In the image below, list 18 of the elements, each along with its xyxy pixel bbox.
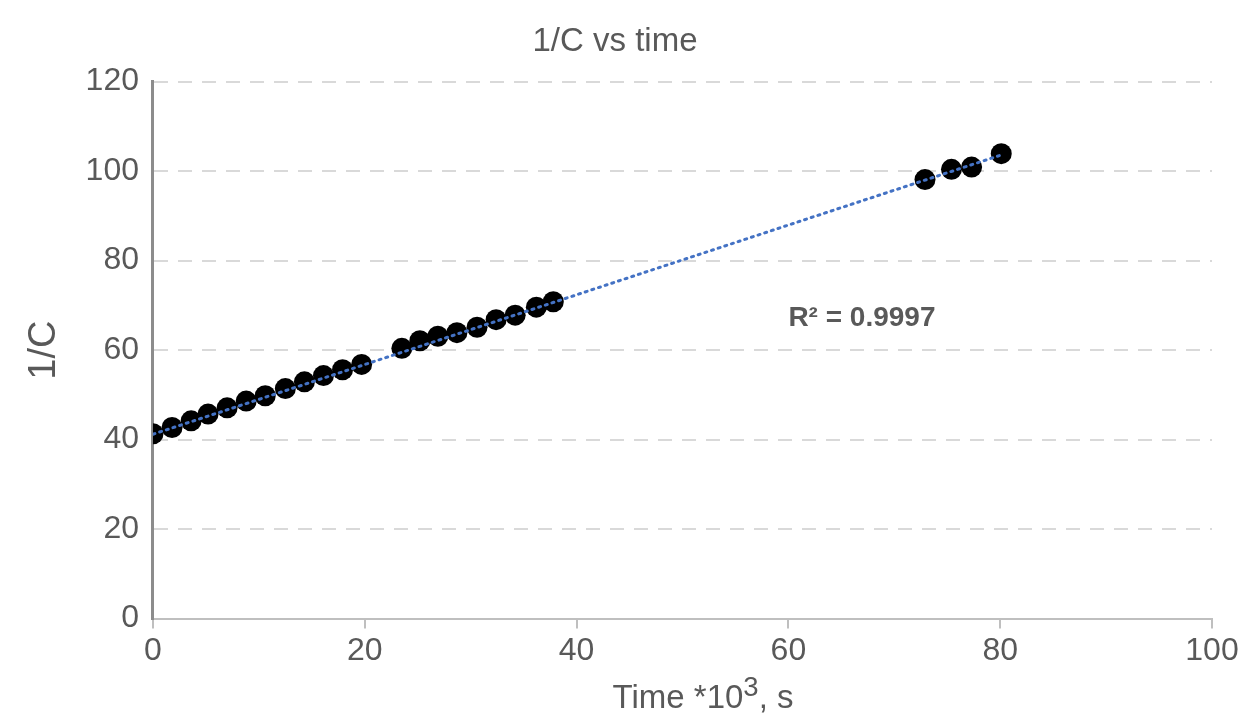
y-tick-label: 20 xyxy=(103,508,139,545)
x-tick-label: 60 xyxy=(770,630,807,667)
y-tick-label: 40 xyxy=(103,419,139,456)
chart-title: 1/C vs time xyxy=(532,20,698,58)
y-tick-label: 100 xyxy=(85,150,139,187)
y-tick-label: 120 xyxy=(85,61,139,98)
y-tick-label: 80 xyxy=(103,240,139,277)
y-tick-label: 0 xyxy=(121,598,139,635)
x-tick-label: 100 xyxy=(1185,630,1239,667)
annotation: R² = 0.9997 xyxy=(788,300,936,332)
x-axis-title: Time *10$^{3}$, s xyxy=(611,670,795,717)
x-tick-label: 20 xyxy=(347,630,383,667)
x-tick-label: 40 xyxy=(558,630,595,667)
x-tick-label: 0 xyxy=(144,630,162,667)
y-tick-label: 60 xyxy=(103,329,139,366)
y-axis-title: 1/C xyxy=(21,320,64,380)
x-tick-label: 80 xyxy=(982,630,1018,667)
point xyxy=(990,143,1012,165)
